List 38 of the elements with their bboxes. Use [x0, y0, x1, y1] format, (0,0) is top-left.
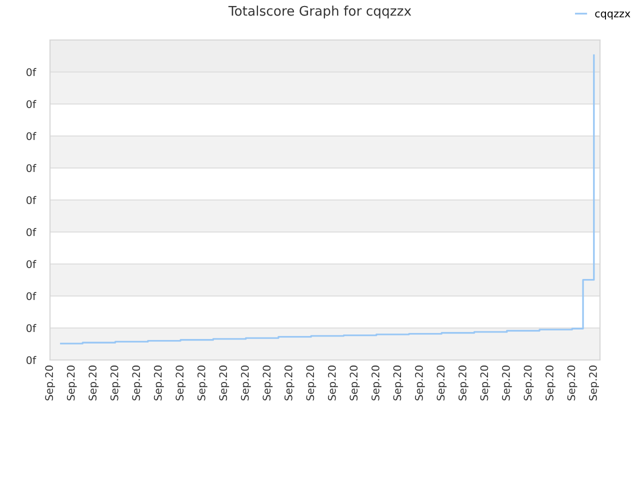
text: 0f [26, 68, 36, 76]
text: 0f [26, 356, 36, 364]
text: 0f [26, 324, 36, 332]
x-tick-label: Sep.20 [66, 366, 77, 400]
x-tick-label: Sep.20 [240, 366, 251, 400]
text: 0f [26, 292, 36, 300]
x-tick-label: Sep.20 [393, 366, 404, 400]
x-tick-label: Sep.20 [567, 366, 578, 400]
x-tick-label: Sep.20 [328, 366, 338, 400]
x-tick-label: Sep.20 [176, 366, 186, 400]
x-tick-label: Sep.20 [197, 366, 208, 400]
text: 0f [26, 132, 36, 140]
x-tick-label: Sep.20 [154, 366, 164, 400]
x-tick-label: Sep.20 [306, 366, 316, 400]
text: 0f [26, 100, 36, 108]
x-tick-label: Sep.20 [88, 366, 99, 400]
x-tick-label: Sep.20 [132, 366, 142, 400]
text: 0f [26, 164, 36, 172]
x-tick-label: Sep.20 [524, 366, 534, 400]
x-tick-label: Sep.20 [219, 366, 230, 400]
x-tick-label: Sep.20 [546, 366, 556, 400]
x-tick-label: Sep.20 [589, 366, 599, 400]
x-tick-label: Sep.20 [110, 366, 120, 400]
x-tick-label: Sep.20 [480, 366, 490, 400]
x-tick-label: Sep.20 [436, 366, 447, 400]
x-tick-label: Sep.20 [45, 366, 56, 400]
text: 0f [26, 260, 36, 268]
text: 0f [26, 196, 36, 204]
chart-title: Totalscore Graph for cqqzzx [228, 6, 412, 18]
x-tick-label: Sep.20 [350, 366, 360, 400]
x-tick-label: Sep.20 [458, 366, 468, 400]
x-tick-label: Sep.20 [415, 366, 425, 400]
legend-label: cqqzzx [595, 11, 630, 20]
x-tick-label: Sep.20 [284, 366, 294, 400]
x-tick-label: Sep.20 [371, 366, 382, 400]
text: 0f [26, 228, 36, 236]
x-tick-label: Sep.20 [502, 366, 512, 400]
x-tick-label: Sep.20 [262, 366, 273, 400]
